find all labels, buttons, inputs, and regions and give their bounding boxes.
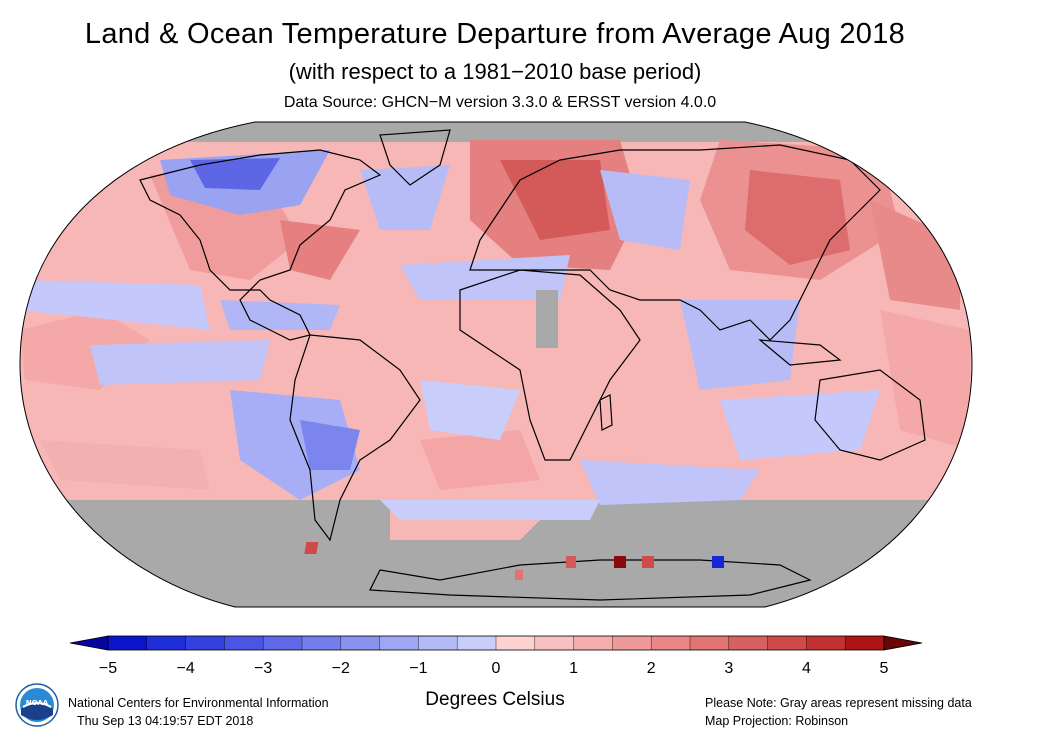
- colorbar-min-arrow: [69, 635, 109, 651]
- colorbar-segment: [534, 636, 575, 650]
- colorbar-tick-label: 3: [724, 660, 733, 677]
- colorbar-tick-label: 2: [647, 660, 656, 677]
- colorbar-segment: [767, 636, 807, 650]
- footer-right: Please Note: Gray areas represent missin…: [705, 694, 972, 730]
- colorbar-max-arrow: [883, 635, 923, 651]
- colorbar-tick-label: 0: [492, 660, 501, 677]
- antarctic-stations: [304, 542, 724, 580]
- missing-arctic: [20, 122, 972, 142]
- colorbar-tick-label: 1: [569, 660, 578, 677]
- colorbar-segment: [302, 636, 342, 650]
- colorbar-segment: [845, 636, 885, 650]
- missing-data-note: Please Note: Gray areas represent missin…: [705, 696, 972, 710]
- logo-text: NOAA: [26, 699, 49, 707]
- colorbar-segment: [573, 636, 613, 650]
- colorbar-label: Degrees Celsius: [425, 689, 565, 710]
- timestamp: Thu Sep 13 04:19:57 EDT 2018: [77, 714, 254, 728]
- colorbar-tick-label: −5: [99, 660, 117, 677]
- projection-note: Map Projection: Robinson: [705, 714, 849, 728]
- missing-antarctic: [20, 500, 972, 607]
- colorbar-segment: [185, 636, 225, 650]
- anomaly-field: [20, 122, 972, 607]
- colorbar-segment: [690, 636, 730, 650]
- colorbar: −5 −4 −3 −2 −1 0 1 2 3 4 5: [69, 635, 923, 677]
- colorbar-segment: [418, 636, 458, 650]
- colorbar-segment: [340, 636, 381, 650]
- colorbar-segment: [379, 636, 419, 650]
- coastlines: [139, 129, 926, 601]
- colorbar-segment: [728, 636, 769, 650]
- footer-left: National Centers for Environmental Infor…: [68, 694, 329, 730]
- colorbar-segment: [146, 636, 187, 650]
- org-name: National Centers for Environmental Infor…: [68, 696, 329, 710]
- colorbar-tick-label: −3: [254, 660, 272, 677]
- colorbar-segment: [612, 636, 652, 650]
- map-title: Land & Ocean Temperature Departure from …: [84, 18, 906, 50]
- colorbar-tick-label: 4: [802, 660, 811, 677]
- colorbar-tick-label: −4: [176, 660, 194, 677]
- data-source: Data Source: GHCN−M version 3.3.0 & ERSS…: [283, 94, 717, 111]
- noaa-logo-icon: NOAA: [15, 683, 59, 727]
- missing-africa: [536, 290, 558, 348]
- colorbar-segment: [108, 636, 148, 650]
- colorbar-segment: [263, 636, 303, 650]
- colorbar-segment: [457, 636, 497, 650]
- colorbar-tick-label: −1: [409, 660, 427, 677]
- colorbar-segment: [224, 636, 264, 650]
- colorbar-segment: [496, 636, 536, 650]
- colorbar-tick-label: 5: [880, 660, 889, 677]
- colorbar-segment: [806, 636, 846, 650]
- colorbar-segment: [651, 636, 691, 650]
- map-subtitle: (with respect to a 1981−2010 base period…: [288, 59, 702, 84]
- colorbar-tick-label: −2: [332, 660, 350, 677]
